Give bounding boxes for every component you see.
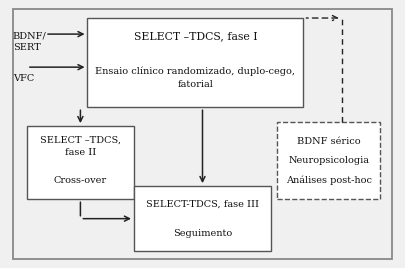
FancyBboxPatch shape xyxy=(277,122,380,199)
Text: Ensaio clínico randomizado, duplo-cego,
fatorial: Ensaio clínico randomizado, duplo-cego, … xyxy=(96,67,295,89)
FancyBboxPatch shape xyxy=(134,186,271,251)
Text: Cross-over: Cross-over xyxy=(54,177,107,185)
Text: SELECT –TDCS,
fase II: SELECT –TDCS, fase II xyxy=(40,136,121,157)
Text: VFC: VFC xyxy=(13,73,34,83)
FancyBboxPatch shape xyxy=(13,9,392,259)
Text: SELECT-TDCS, fase III: SELECT-TDCS, fase III xyxy=(146,200,259,209)
Text: Análises post-hoc: Análises post-hoc xyxy=(286,175,372,185)
Text: SELECT –TDCS, fase I: SELECT –TDCS, fase I xyxy=(134,31,257,41)
Text: Neuropsicologia: Neuropsicologia xyxy=(288,156,369,165)
Text: BDNF/
SERT: BDNF/ SERT xyxy=(13,32,47,52)
Text: Seguimento: Seguimento xyxy=(173,229,232,237)
FancyBboxPatch shape xyxy=(87,18,303,107)
FancyBboxPatch shape xyxy=(27,126,134,199)
Text: BDNF sérico: BDNF sérico xyxy=(297,137,360,146)
